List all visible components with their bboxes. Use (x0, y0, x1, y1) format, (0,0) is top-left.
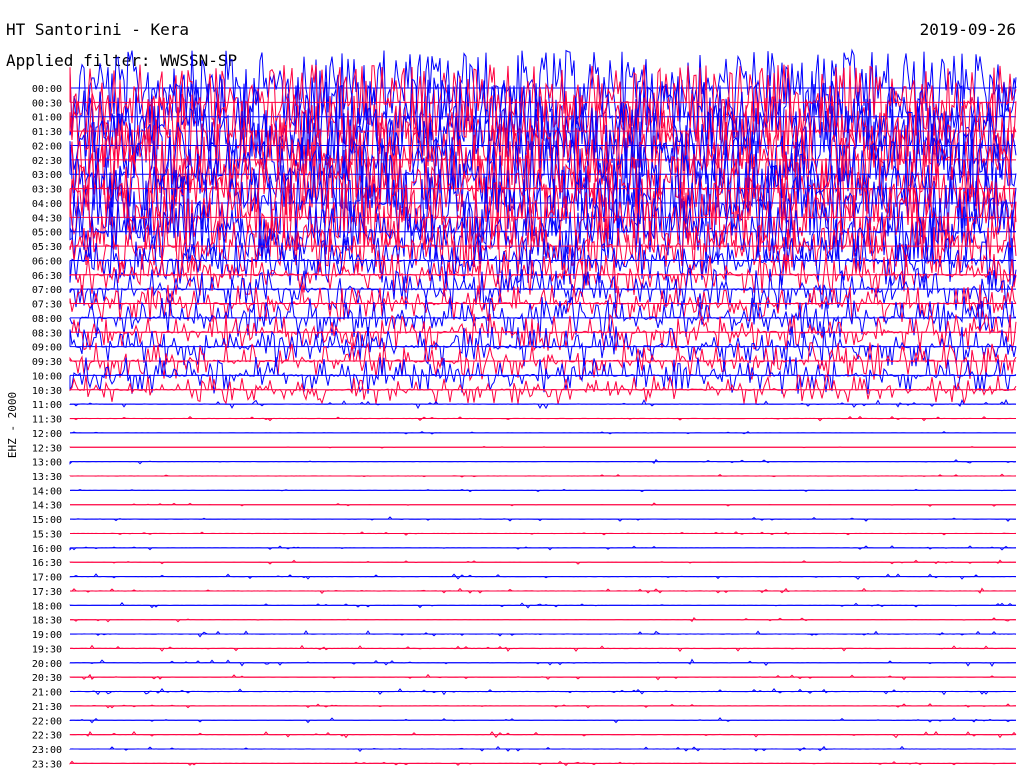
time-label: 00:00 (32, 84, 62, 95)
trace-waveform (70, 502, 1017, 507)
time-label: 15:00 (32, 515, 62, 526)
trace-waveform (69, 745, 1016, 753)
trace-waveform (69, 356, 1017, 394)
trace-waveform (69, 234, 1017, 287)
time-label: 13:00 (32, 458, 62, 469)
trace-waveform (69, 136, 1017, 213)
trace-waveform (69, 398, 1017, 410)
time-label: 14:00 (32, 486, 62, 497)
time-label: 21:00 (32, 688, 62, 699)
station-title: HT Santorini - Kera (6, 20, 190, 39)
trace-waveform (69, 559, 1017, 565)
trace-waveform (70, 516, 1016, 522)
trace-waveform (69, 341, 1017, 382)
trace-waveform (69, 573, 1017, 580)
trace-waveform (69, 431, 1016, 435)
trace-waveform (69, 630, 1017, 638)
trace-waveform (69, 616, 1017, 623)
time-label: 04:30 (32, 213, 62, 224)
trace-waveform (69, 458, 1017, 465)
time-label: 10:00 (32, 371, 62, 382)
trace-waveform (69, 687, 1016, 696)
time-label: 03:00 (32, 170, 62, 181)
time-label: 00:30 (32, 98, 62, 109)
trace-waveform (69, 644, 1017, 653)
time-label: 19:00 (32, 630, 62, 641)
trace-waveform (69, 312, 1017, 352)
time-label: 21:30 (32, 702, 62, 713)
trace-waveform (69, 415, 1016, 422)
trace-waveform (69, 658, 1016, 667)
time-label: 10:30 (32, 386, 62, 397)
time-labels: 00:00 00:30 01:00 01:30 02:00 02:30 03:00 03:30… (32, 84, 62, 770)
trace-waveform (69, 296, 1017, 339)
time-label: 11:30 (32, 415, 62, 426)
time-label: 16:30 (32, 558, 62, 569)
time-label: 14:30 (32, 501, 62, 512)
time-label: 15:30 (32, 529, 62, 540)
time-label: 07:30 (32, 300, 62, 311)
time-label: 17:30 (32, 587, 62, 598)
trace-waveform (70, 703, 1016, 709)
time-label: 02:30 (32, 156, 62, 167)
time-label: 09:00 (32, 343, 62, 354)
time-label: 22:00 (32, 716, 62, 727)
time-label: 11:00 (32, 400, 62, 411)
time-label: 16:00 (32, 544, 62, 555)
channel-label: EHZ - 2000 (6, 392, 19, 458)
trace-waveform (69, 196, 1017, 265)
time-label: 01:30 (32, 127, 62, 138)
time-label: 18:00 (32, 601, 62, 612)
time-label: 13:30 (32, 472, 62, 483)
trace-waveform (69, 473, 1017, 478)
time-label: 07:00 (32, 285, 62, 296)
time-label: 17:00 (32, 573, 62, 584)
time-label: 01:00 (32, 113, 62, 124)
trace-waveform (69, 730, 1017, 739)
trace-waveform (69, 760, 1017, 767)
trace-waveform (69, 267, 1017, 311)
time-label: 20:30 (32, 673, 62, 684)
time-label: 03:30 (32, 185, 62, 196)
time-label: 08:30 (32, 328, 62, 339)
time-label: 06:00 (32, 256, 62, 267)
trace-waveform (69, 717, 1017, 724)
time-label: 22:30 (32, 731, 62, 742)
trace-waveform (69, 105, 1017, 187)
trace-waveform (69, 601, 1016, 609)
trace-waveform (69, 545, 1017, 551)
time-label: 19:30 (32, 644, 62, 655)
time-label: 23:00 (32, 745, 62, 756)
trace-waveform (69, 122, 1017, 199)
time-label: 05:00 (32, 228, 62, 239)
trace-waveform (69, 445, 1017, 449)
trace-waveform (69, 673, 1016, 681)
time-label: 09:30 (32, 357, 62, 368)
time-label: 18:30 (32, 616, 62, 627)
trace-waveform (69, 93, 1017, 171)
trace-waveform (69, 151, 1017, 225)
record-date: 2019-09-26 (919, 20, 1016, 39)
time-label: 05:30 (32, 242, 62, 253)
trace-waveform (69, 488, 1016, 493)
trace-waveform (69, 48, 1017, 127)
time-label: 12:00 (32, 429, 62, 440)
seismic-traces (69, 48, 1017, 767)
trace-waveform (69, 77, 1017, 157)
time-label: 04:00 (32, 199, 62, 210)
time-label: 06:30 (32, 271, 62, 282)
time-label: 20:00 (32, 659, 62, 670)
trace-waveform (69, 587, 1017, 595)
trace-waveform (69, 374, 1017, 405)
time-label: 08:00 (32, 314, 62, 325)
trace-waveform (70, 531, 1017, 536)
time-label: 12:30 (32, 443, 62, 454)
time-label: 02:00 (32, 141, 62, 152)
time-label: 23:30 (32, 759, 62, 770)
